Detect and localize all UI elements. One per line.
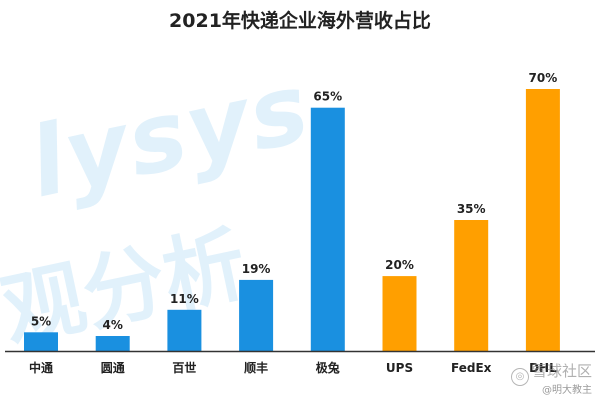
watermark-logo-icon: ◎ bbox=[510, 368, 529, 386]
data-label-DHL: 70% bbox=[529, 71, 558, 85]
data-label-中通: 5% bbox=[31, 314, 51, 328]
x-tick-label-百世: 百世 bbox=[172, 360, 196, 375]
x-tick-label-FedEx: FedEx bbox=[451, 361, 492, 375]
x-tick-label-圆通: 圆通 bbox=[101, 360, 125, 375]
bar-极兔 bbox=[310, 107, 345, 351]
x-tick-label-极兔: 极兔 bbox=[316, 360, 340, 375]
footer-watermark: ◎ 雪球社区 bbox=[510, 360, 592, 386]
bar-DHL bbox=[525, 89, 560, 351]
bar-UPS bbox=[382, 276, 417, 351]
x-tick-label-中通: 中通 bbox=[29, 360, 53, 375]
bar-FedEx bbox=[454, 220, 489, 351]
footer-watermark-text: 雪球社区 bbox=[531, 362, 592, 380]
data-label-极兔: 65% bbox=[313, 90, 342, 104]
data-label-顺丰: 19% bbox=[242, 262, 271, 276]
x-tick-label-DHL: DHL bbox=[529, 361, 557, 375]
bar-顺丰 bbox=[239, 279, 274, 351]
bar-圆通 bbox=[95, 336, 130, 351]
bar-中通 bbox=[24, 332, 58, 351]
data-label-FedEx: 35% bbox=[457, 202, 486, 216]
x-tick-label-UPS: UPS bbox=[386, 361, 413, 375]
data-label-UPS: 20% bbox=[385, 258, 414, 272]
x-tick-label-顺丰: 顺丰 bbox=[244, 360, 268, 375]
data-label-百世: 11% bbox=[170, 292, 199, 306]
bar-百世 bbox=[167, 309, 202, 351]
data-label-圆通: 4% bbox=[103, 318, 123, 332]
chart-title: 2021年快递企业海外营收占比 bbox=[169, 10, 431, 32]
footer-watermark-sub: @明大教主 bbox=[542, 385, 592, 396]
